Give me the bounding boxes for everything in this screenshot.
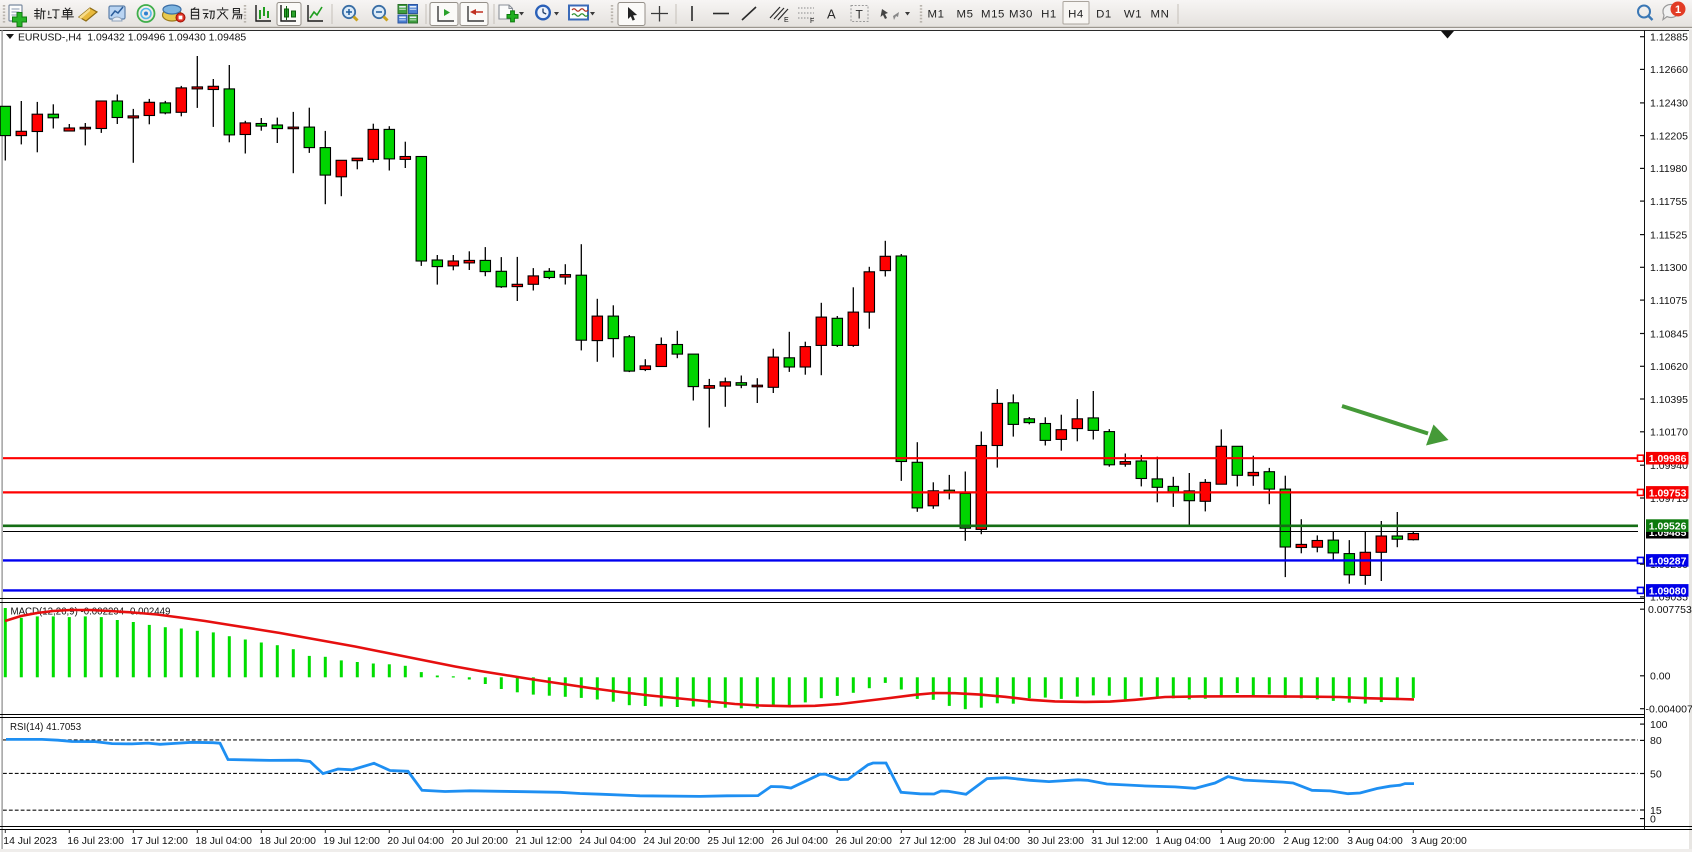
svg-text:0.007753: 0.007753 — [1648, 604, 1692, 616]
svg-text:14 Jul 2023: 14 Jul 2023 — [3, 836, 57, 847]
svg-text:1.09485: 1.09485 — [1649, 528, 1687, 539]
svg-text:-0.004007: -0.004007 — [1646, 704, 1692, 716]
svg-text:26 Jul 04:00: 26 Jul 04:00 — [771, 836, 828, 847]
svg-text:30 Jul 23:00: 30 Jul 23:00 — [1027, 836, 1084, 847]
svg-text:28 Jul 04:00: 28 Jul 04:00 — [963, 836, 1020, 847]
svg-text:1.11980: 1.11980 — [1650, 163, 1687, 175]
svg-text:3 Aug 04:00: 3 Aug 04:00 — [1347, 836, 1403, 847]
svg-text:1.11300: 1.11300 — [1650, 262, 1687, 274]
svg-text:1.09986: 1.09986 — [1649, 454, 1687, 465]
svg-text:M1: M1 — [927, 9, 944, 21]
svg-text:M15: M15 — [981, 9, 1005, 21]
svg-text:1.11755: 1.11755 — [1650, 196, 1687, 208]
svg-text:F: F — [810, 18, 814, 25]
svg-text:21 Jul 12:00: 21 Jul 12:00 — [515, 836, 572, 847]
svg-text:1.09753: 1.09753 — [1649, 488, 1687, 499]
svg-text:1.12885: 1.12885 — [1650, 32, 1688, 44]
svg-text:1 Aug 20:00: 1 Aug 20:00 — [1219, 836, 1275, 847]
svg-text:EURUSD-,H4 1.09432 1.09496 1.: EURUSD-,H4 1.09432 1.09496 1.09430 1.094… — [18, 33, 246, 44]
svg-text:MACD(12,26,9) -0.002294 -0.002: MACD(12,26,9) -0.002294 -0.002449 — [11, 607, 171, 618]
svg-text:24 Jul 04:00: 24 Jul 04:00 — [579, 836, 636, 847]
svg-text:18 Jul 04:00: 18 Jul 04:00 — [195, 836, 252, 847]
svg-text:17 Jul 12:00: 17 Jul 12:00 — [131, 836, 188, 847]
svg-text:25 Jul 12:00: 25 Jul 12:00 — [707, 836, 764, 847]
svg-text:1.09526: 1.09526 — [1649, 522, 1687, 533]
svg-text:2 Aug 12:00: 2 Aug 12:00 — [1283, 836, 1339, 847]
svg-text:D1: D1 — [1096, 9, 1112, 21]
svg-text:1.09080: 1.09080 — [1649, 586, 1687, 597]
svg-text:26 Jul 20:00: 26 Jul 20:00 — [835, 836, 892, 847]
svg-text:1.10170: 1.10170 — [1650, 427, 1688, 439]
svg-text:M30: M30 — [1009, 9, 1033, 21]
svg-text:1.09287: 1.09287 — [1649, 556, 1687, 567]
svg-text:24 Jul 20:00: 24 Jul 20:00 — [643, 836, 700, 847]
svg-text:1.10845: 1.10845 — [1650, 328, 1688, 340]
svg-text:1.12430: 1.12430 — [1650, 98, 1688, 110]
svg-text:E: E — [784, 17, 789, 24]
svg-text:18 Jul 20:00: 18 Jul 20:00 — [259, 836, 316, 847]
svg-text:20 Jul 20:00: 20 Jul 20:00 — [451, 836, 508, 847]
svg-text:T: T — [856, 8, 864, 22]
svg-text:M5: M5 — [956, 9, 973, 21]
svg-text:16 Jul 23:00: 16 Jul 23:00 — [67, 836, 124, 847]
svg-text:0.00: 0.00 — [1650, 671, 1671, 683]
svg-text:1.10395: 1.10395 — [1650, 394, 1688, 406]
svg-text:27 Jul 12:00: 27 Jul 12:00 — [899, 836, 956, 847]
svg-text:1.10620: 1.10620 — [1650, 361, 1688, 373]
svg-text:31 Jul 12:00: 31 Jul 12:00 — [1091, 836, 1148, 847]
svg-text:0: 0 — [1650, 813, 1656, 825]
svg-text:1.11525: 1.11525 — [1650, 229, 1687, 241]
svg-text:1 Aug 04:00: 1 Aug 04:00 — [1155, 836, 1211, 847]
svg-text:50: 50 — [1650, 768, 1662, 780]
svg-text:W1: W1 — [1124, 9, 1142, 21]
svg-text:H4: H4 — [1068, 9, 1084, 21]
svg-text:80: 80 — [1650, 735, 1662, 747]
svg-text:MN: MN — [1151, 9, 1170, 21]
svg-text:3 Aug 20:00: 3 Aug 20:00 — [1411, 836, 1467, 847]
svg-text:H1: H1 — [1041, 9, 1057, 21]
svg-text:15: 15 — [1650, 805, 1662, 817]
svg-text:1: 1 — [1675, 4, 1681, 16]
svg-text:1.12660: 1.12660 — [1650, 64, 1688, 76]
svg-text:1.11075: 1.11075 — [1650, 295, 1687, 307]
svg-text:20 Jul 04:00: 20 Jul 04:00 — [387, 836, 444, 847]
svg-text:RSI(14) 41.7053: RSI(14) 41.7053 — [10, 722, 81, 733]
svg-text:A: A — [827, 7, 836, 22]
svg-text:100: 100 — [1650, 719, 1668, 731]
svg-text:19 Jul 12:00: 19 Jul 12:00 — [323, 836, 380, 847]
svg-text:1.12205: 1.12205 — [1650, 130, 1688, 142]
